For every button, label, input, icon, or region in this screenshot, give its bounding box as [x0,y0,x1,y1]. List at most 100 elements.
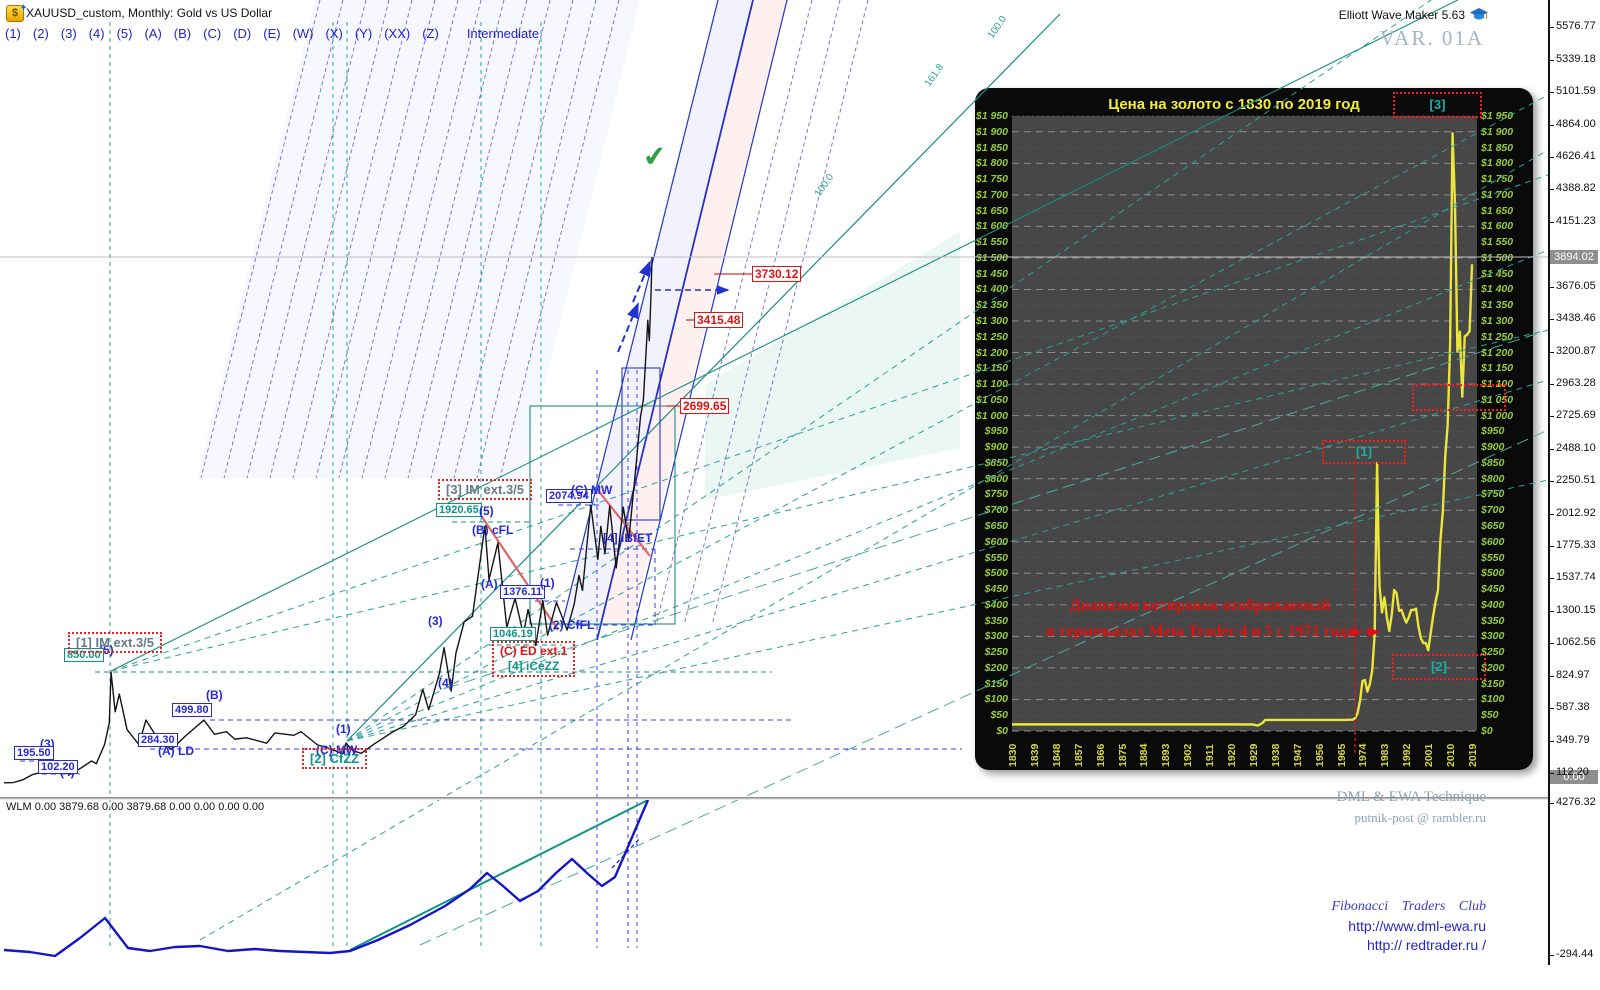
gold-xtick: 1839 [1028,743,1041,767]
gold-ytick-left: $1 500 [975,251,1008,264]
gold-history-image: Цена на золото с 1830 по 2019 год Диапаз… [975,88,1533,770]
wave-button-e[interactable]: (E) [263,26,281,41]
gold-xtick: 1866 [1094,743,1107,767]
wave-label: (B) [206,688,223,702]
wave-button-3[interactable]: (3) [60,26,77,41]
gold-ytick-left: $750 [984,488,1008,501]
wave-button-z[interactable]: (Z) [422,26,439,41]
wave-button-xx[interactable]: (XX) [384,26,411,41]
gold-ytick-left: $1 600 [975,220,1008,233]
price-tick: 3676.05 [1550,279,1596,292]
price-tick: 1537.74 [1550,571,1596,584]
price-tick: 4864.00 [1550,117,1596,130]
wave-label: (A) [481,577,498,591]
wave-button-5[interactable]: (5) [116,26,133,41]
sub-scale-top: 4276.32 [1550,796,1596,808]
gold-ytick-left: $1 350 [975,299,1008,312]
gold-ytick-right: $800 [1481,472,1505,485]
price-tick: 1300.15 [1550,603,1596,616]
gold-xtick: 1893 [1160,743,1173,767]
gold-ytick-left: $550 [984,551,1008,564]
price-tick: 1062.56 [1550,636,1596,649]
pattern-label: [1] IM ext.3/5 [68,632,163,653]
wave-button-2[interactable]: (2) [32,26,49,41]
symbol-icon: $ ✦ [6,3,27,22]
gold-ytick-right: $1 850 [1481,141,1514,154]
gold-note-line1: Диапазон котировок отображаемый [1069,597,1331,614]
gold-ytick-right: $650 [1481,520,1505,532]
gold-ytick-right: $1 650 [1481,204,1514,217]
graduation-cap-icon[interactable] [1470,8,1488,22]
main-chart-area[interactable]: $ ✦ XAUUSD_custom, Monthly: Gold vs US Do… [0,0,1550,965]
gold-xtick: 1920 [1226,743,1239,767]
wave-label: (5) [479,504,494,518]
wave-button-y[interactable]: (Y) [354,26,373,41]
watermark-url-redtrader: http:// redtrader.ru / [1366,937,1486,953]
gold-ytick-left: $300 [984,630,1008,643]
wave-button-d[interactable]: (D) [233,26,252,41]
gold-ytick-left: $450 [984,583,1008,596]
price-tick: 349.79 [1550,733,1590,746]
gold-ytick-left: $400 [984,598,1008,611]
gold-ytick-left: $200 [984,661,1008,674]
gold-ytick-left: $850 [984,456,1008,469]
wave-button-a[interactable]: (A) [144,26,162,41]
wlm-indicator-label: WLM 0.00 3879.68 0.00 3879.68 0.00 0.00 … [6,801,265,813]
gold-ytick-left: $1 050 [975,393,1008,406]
gold-xtick: 1992 [1401,743,1414,767]
gold-ytick-left: $900 [984,441,1008,454]
gold-xtick: 1830 [1007,743,1019,767]
gold-xtick: 1974 [1357,743,1370,767]
wave-label: (C) MW [571,483,613,497]
gold-ytick-right: $1 400 [1481,283,1514,296]
gold-ytick-right: $0 [1481,725,1493,737]
wave2-box: [2] [1392,654,1486,680]
degree-selector[interactable]: Intermediate [466,26,540,41]
gold-ytick-right: $1 550 [1481,236,1514,249]
gold-xtick: 1938 [1269,743,1282,767]
gold-ytick-left: $1 400 [975,283,1008,296]
subwindow-divider[interactable] [0,797,1548,800]
gold-xtick: 1857 [1072,743,1085,767]
price-label-teal: 1046.19 [490,627,536,641]
price-scale[interactable]: 3894.02 0.00 4276.32 -294.44 5576.77 5339… [1549,0,1600,990]
wave-button-4[interactable]: (4) [88,26,105,41]
price-label-blue: 195.50 [14,746,54,760]
gold-ytick-right: $550 [1481,551,1505,564]
axis-range-box [1412,384,1506,411]
gold-ytick-right: $1 150 [1481,362,1514,375]
target-price-label: 2699.65 [680,398,730,414]
price-tick: 1775.33 [1550,539,1596,552]
wave-label: (B) cFL [472,523,514,537]
wave-label: (A) LD [158,744,194,758]
price-tick: 5101.59 [1550,85,1596,98]
wave-button-x[interactable]: (X) [325,26,343,41]
watermark-technique: DML & EWA Technique [1336,789,1486,805]
wave-toolbar: (1) (2) (3) (4) (5) (A) (B) (C) (D) (E) (W) (X) (Y) (… [5,26,539,41]
star-icon: ✦ [20,3,27,12]
fib-fan-label: 100.0 [985,14,1010,41]
price-tick: 587.38 [1550,701,1590,714]
price-label-blue: 102.20 [38,760,78,774]
sub-scale-bottom: -294.44 [1549,948,1594,960]
gold-ytick-left: $650 [984,520,1008,532]
gold-xtick: 1875 [1116,743,1129,767]
price-tick: 4388.82 [1550,182,1596,195]
gold-ytick-right: $350 [1481,614,1505,627]
wave-button-c[interactable]: (C) [203,26,222,41]
gold-ytick-left: $1 300 [975,315,1008,327]
price-tick: 2012.92 [1550,506,1596,519]
gold-xtick: 1965 [1335,743,1348,767]
gold-ytick-left: $700 [984,504,1008,517]
gold-ytick-left: $250 [984,646,1008,659]
wave-button-w[interactable]: (W) [292,26,314,41]
gold-note-text: Диапазон котировок отображаемый в термин… [1020,593,1380,645]
wave-label: (1) [540,576,555,590]
gold-xtick: 2010 [1445,743,1458,767]
gold-ytick-right: $1 750 [1481,173,1514,186]
price-tick: 2250.51 [1550,474,1596,487]
wave-button-b[interactable]: (B) [173,26,192,41]
gold-ytick-right: $300 [1481,630,1505,643]
price-tick: 2963.28 [1550,376,1596,389]
wave-button-1[interactable]: (1) [5,26,21,41]
